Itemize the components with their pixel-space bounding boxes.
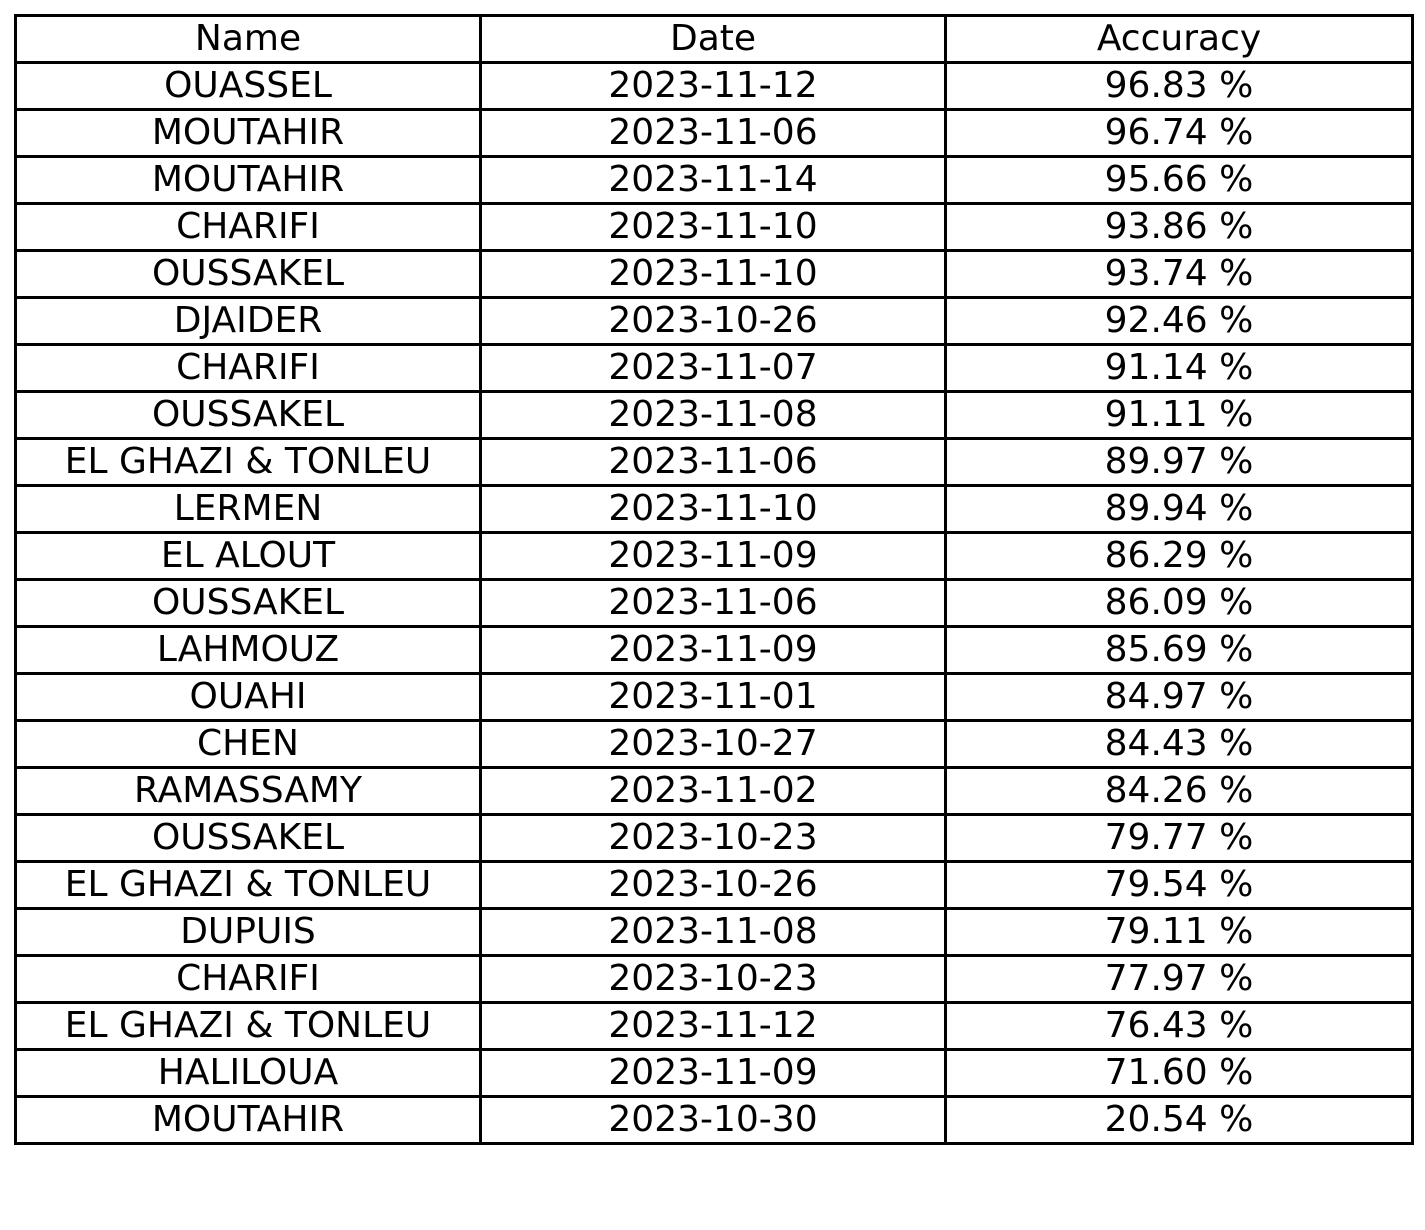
accuracy-cell: 93.86 % bbox=[944, 202, 1414, 252]
accuracy-cell: 79.77 % bbox=[944, 813, 1414, 863]
date-cell: 2023-11-06 bbox=[479, 437, 947, 487]
table-row: EL GHAZI & TONLEU 2023-11-12 76.43 % bbox=[14, 1001, 1414, 1051]
table-row: CHARIFI 2023-10-23 77.97 % bbox=[14, 954, 1414, 1004]
name-cell: EL GHAZI & TONLEU bbox=[14, 1001, 482, 1051]
date-cell: 2023-11-09 bbox=[479, 625, 947, 675]
accuracy-cell: 77.97 % bbox=[944, 954, 1414, 1004]
accuracy-cell: 71.60 % bbox=[944, 1048, 1414, 1098]
column-header-date: Date bbox=[479, 14, 947, 64]
date-cell: 2023-11-08 bbox=[479, 907, 947, 957]
table-row: OUASSEL 2023-11-12 96.83 % bbox=[14, 61, 1414, 111]
accuracy-cell: 84.26 % bbox=[944, 766, 1414, 816]
name-cell: OUSSAKEL bbox=[14, 813, 482, 863]
table-row: EL ALOUT 2023-11-09 86.29 % bbox=[14, 531, 1414, 581]
date-cell: 2023-11-02 bbox=[479, 766, 947, 816]
accuracy-cell: 79.11 % bbox=[944, 907, 1414, 957]
results-table: Name Date Accuracy OUASSEL 2023-11-12 96.8… bbox=[14, 14, 1414, 1145]
date-cell: 2023-11-08 bbox=[479, 390, 947, 440]
table-row: DJAIDER 2023-10-26 92.46 % bbox=[14, 296, 1414, 346]
accuracy-cell: 20.54 % bbox=[944, 1095, 1414, 1145]
table-row: MOUTAHIR 2023-11-14 95.66 % bbox=[14, 155, 1414, 205]
name-cell: RAMASSAMY bbox=[14, 766, 482, 816]
name-cell: CHARIFI bbox=[14, 202, 482, 252]
table-row: DUPUIS 2023-11-08 79.11 % bbox=[14, 907, 1414, 957]
name-cell: MOUTAHIR bbox=[14, 1095, 482, 1145]
name-cell: OUSSAKEL bbox=[14, 249, 482, 299]
date-cell: 2023-11-12 bbox=[479, 1001, 947, 1051]
name-cell: OUASSEL bbox=[14, 61, 482, 111]
date-cell: 2023-11-09 bbox=[479, 1048, 947, 1098]
accuracy-cell: 76.43 % bbox=[944, 1001, 1414, 1051]
name-cell: LERMEN bbox=[14, 484, 482, 534]
date-cell: 2023-10-26 bbox=[479, 860, 947, 910]
table-row: LAHMOUZ 2023-11-09 85.69 % bbox=[14, 625, 1414, 675]
accuracy-cell: 92.46 % bbox=[944, 296, 1414, 346]
accuracy-cell: 86.09 % bbox=[944, 578, 1414, 628]
table-row: CHARIFI 2023-11-10 93.86 % bbox=[14, 202, 1414, 252]
name-cell: CHARIFI bbox=[14, 343, 482, 393]
date-cell: 2023-11-06 bbox=[479, 578, 947, 628]
name-cell: MOUTAHIR bbox=[14, 155, 482, 205]
accuracy-cell: 91.14 % bbox=[944, 343, 1414, 393]
date-cell: 2023-11-10 bbox=[479, 249, 947, 299]
date-cell: 2023-10-30 bbox=[479, 1095, 947, 1145]
name-cell: EL ALOUT bbox=[14, 531, 482, 581]
date-cell: 2023-11-10 bbox=[479, 202, 947, 252]
accuracy-cell: 86.29 % bbox=[944, 531, 1414, 581]
table-row: CHEN 2023-10-27 84.43 % bbox=[14, 719, 1414, 769]
column-header-name: Name bbox=[14, 14, 482, 64]
table-row: CHARIFI 2023-11-07 91.14 % bbox=[14, 343, 1414, 393]
date-cell: 2023-10-26 bbox=[479, 296, 947, 346]
name-cell: HALILOUA bbox=[14, 1048, 482, 1098]
accuracy-cell: 91.11 % bbox=[944, 390, 1414, 440]
name-cell: EL GHAZI & TONLEU bbox=[14, 860, 482, 910]
date-cell: 2023-11-01 bbox=[479, 672, 947, 722]
name-cell: DJAIDER bbox=[14, 296, 482, 346]
accuracy-cell: 95.66 % bbox=[944, 155, 1414, 205]
table-row: EL GHAZI & TONLEU 2023-11-06 89.97 % bbox=[14, 437, 1414, 487]
table-row: RAMASSAMY 2023-11-02 84.26 % bbox=[14, 766, 1414, 816]
name-cell: OUAHI bbox=[14, 672, 482, 722]
name-cell: MOUTAHIR bbox=[14, 108, 482, 158]
table-row: LERMEN 2023-11-10 89.94 % bbox=[14, 484, 1414, 534]
column-header-accuracy: Accuracy bbox=[944, 14, 1414, 64]
accuracy-cell: 89.94 % bbox=[944, 484, 1414, 534]
name-cell: CHARIFI bbox=[14, 954, 482, 1004]
name-cell: CHEN bbox=[14, 719, 482, 769]
header-row: Name Date Accuracy bbox=[14, 14, 1414, 64]
accuracy-cell: 89.97 % bbox=[944, 437, 1414, 487]
date-cell: 2023-11-12 bbox=[479, 61, 947, 111]
name-cell: EL GHAZI & TONLEU bbox=[14, 437, 482, 487]
accuracy-cell: 96.74 % bbox=[944, 108, 1414, 158]
table-row: HALILOUA 2023-11-09 71.60 % bbox=[14, 1048, 1414, 1098]
name-cell: LAHMOUZ bbox=[14, 625, 482, 675]
table-row: MOUTAHIR 2023-11-06 96.74 % bbox=[14, 108, 1414, 158]
accuracy-cell: 96.83 % bbox=[944, 61, 1414, 111]
date-cell: 2023-11-14 bbox=[479, 155, 947, 205]
name-cell: OUSSAKEL bbox=[14, 390, 482, 440]
name-cell: OUSSAKEL bbox=[14, 578, 482, 628]
date-cell: 2023-10-23 bbox=[479, 954, 947, 1004]
accuracy-cell: 85.69 % bbox=[944, 625, 1414, 675]
name-cell: DUPUIS bbox=[14, 907, 482, 957]
table-row: OUSSAKEL 2023-11-06 86.09 % bbox=[14, 578, 1414, 628]
date-cell: 2023-11-09 bbox=[479, 531, 947, 581]
table-row: MOUTAHIR 2023-10-30 20.54 % bbox=[14, 1095, 1414, 1145]
table-row: OUSSAKEL 2023-10-23 79.77 % bbox=[14, 813, 1414, 863]
table-body: OUASSEL 2023-11-12 96.83 % MOUTAHIR 2023-11-… bbox=[14, 61, 1414, 1145]
accuracy-cell: 84.97 % bbox=[944, 672, 1414, 722]
date-cell: 2023-10-27 bbox=[479, 719, 947, 769]
table-row: OUSSAKEL 2023-11-10 93.74 % bbox=[14, 249, 1414, 299]
accuracy-cell: 84.43 % bbox=[944, 719, 1414, 769]
date-cell: 2023-11-06 bbox=[479, 108, 947, 158]
table-row: OUAHI 2023-11-01 84.97 % bbox=[14, 672, 1414, 722]
date-cell: 2023-11-10 bbox=[479, 484, 947, 534]
date-cell: 2023-10-23 bbox=[479, 813, 947, 863]
date-cell: 2023-11-07 bbox=[479, 343, 947, 393]
table-row: OUSSAKEL 2023-11-08 91.11 % bbox=[14, 390, 1414, 440]
accuracy-cell: 93.74 % bbox=[944, 249, 1414, 299]
table-header: Name Date Accuracy bbox=[14, 14, 1414, 64]
table-row: EL GHAZI & TONLEU 2023-10-26 79.54 % bbox=[14, 860, 1414, 910]
accuracy-cell: 79.54 % bbox=[944, 860, 1414, 910]
